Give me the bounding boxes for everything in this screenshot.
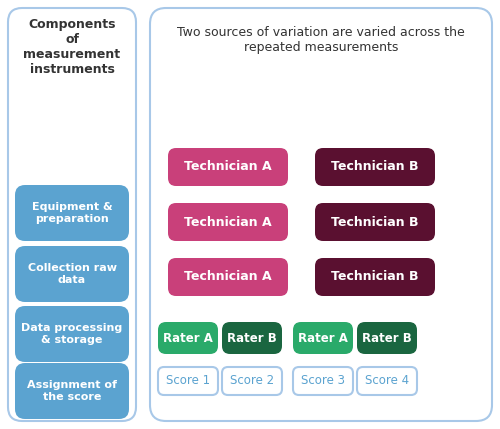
FancyBboxPatch shape [15, 306, 129, 362]
FancyBboxPatch shape [222, 322, 282, 354]
Text: Technician B: Technician B [331, 271, 419, 284]
Text: Score 1: Score 1 [166, 375, 210, 387]
FancyBboxPatch shape [168, 258, 288, 296]
Text: Components
of
measurement
instruments: Components of measurement instruments [24, 18, 120, 76]
Text: Assignment of
the score: Assignment of the score [27, 380, 117, 402]
FancyBboxPatch shape [357, 367, 417, 395]
Text: Score 2: Score 2 [230, 375, 274, 387]
FancyBboxPatch shape [158, 367, 218, 395]
Text: Rater A: Rater A [163, 332, 213, 344]
FancyBboxPatch shape [168, 203, 288, 241]
Text: Data processing
& storage: Data processing & storage [22, 323, 122, 345]
FancyBboxPatch shape [315, 258, 435, 296]
FancyBboxPatch shape [315, 148, 435, 186]
FancyBboxPatch shape [150, 8, 492, 421]
Text: Technician B: Technician B [331, 215, 419, 229]
Text: Technician A: Technician A [184, 271, 272, 284]
FancyBboxPatch shape [315, 203, 435, 241]
Text: Collection raw
data: Collection raw data [28, 263, 117, 285]
FancyBboxPatch shape [168, 148, 288, 186]
Text: Technician A: Technician A [184, 160, 272, 173]
FancyBboxPatch shape [293, 367, 353, 395]
FancyBboxPatch shape [15, 363, 129, 419]
Text: Rater B: Rater B [227, 332, 277, 344]
FancyBboxPatch shape [15, 185, 129, 241]
FancyBboxPatch shape [357, 322, 417, 354]
Text: Technician B: Technician B [331, 160, 419, 173]
FancyBboxPatch shape [8, 8, 136, 421]
FancyBboxPatch shape [158, 322, 218, 354]
Text: Score 3: Score 3 [301, 375, 345, 387]
Text: Technician A: Technician A [184, 215, 272, 229]
Text: Equipment &
preparation: Equipment & preparation [32, 202, 112, 224]
FancyBboxPatch shape [293, 322, 353, 354]
FancyBboxPatch shape [222, 367, 282, 395]
Text: Rater B: Rater B [362, 332, 412, 344]
Text: Score 4: Score 4 [365, 375, 409, 387]
Text: Rater A: Rater A [298, 332, 348, 344]
FancyBboxPatch shape [15, 246, 129, 302]
Text: Two sources of variation are varied across the
repeated measurements: Two sources of variation are varied acro… [177, 26, 465, 54]
